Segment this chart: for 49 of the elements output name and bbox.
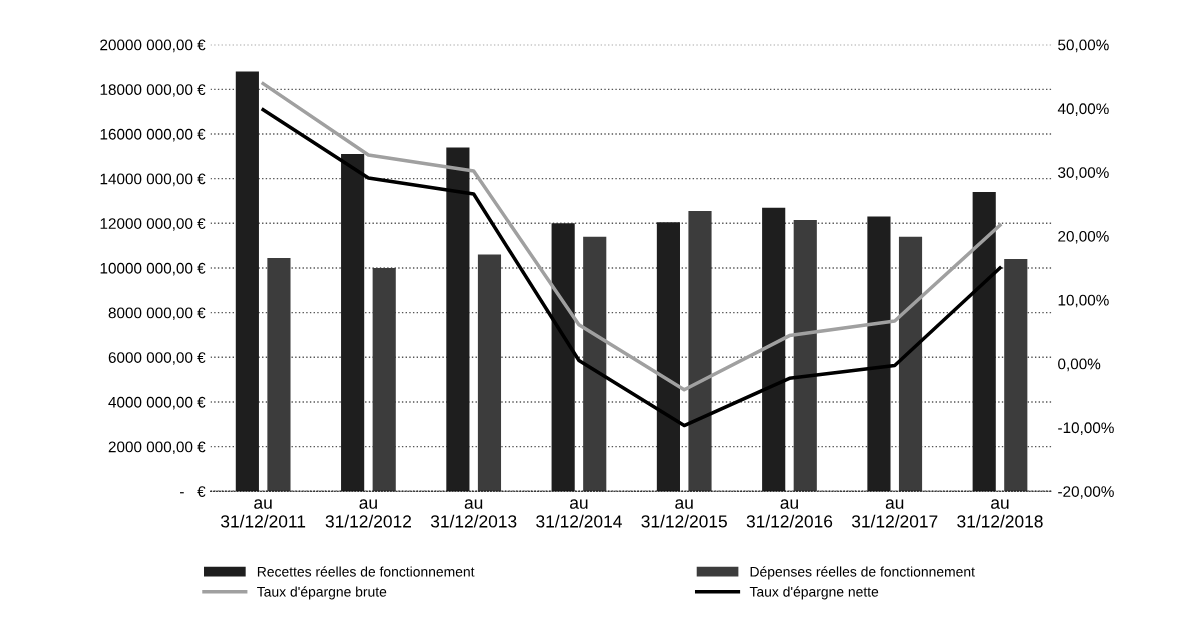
y-tick-label: 2000 000,00 € [108,441,206,455]
y-tick-label: 12000 000,00 € [100,218,206,231]
bar [372,267,396,492]
y-tick-label: 16000 000,00 € [100,128,206,142]
bar [583,236,607,492]
bar [551,223,575,492]
bar [235,71,259,492]
bar [446,147,470,492]
y2-tick-label: -10,00% [1058,422,1114,435]
y-tick-label: 8000 000,00 € [108,307,206,321]
y-tick-label: 14000 000,00 € [100,173,206,187]
legend-label: Taux d'épargne nette [749,586,879,600]
bar [688,211,712,492]
bar [898,236,923,492]
legend-label: Dépenses réelles de fonctionnement [750,566,975,580]
y2-tick-label: 50,00% [1058,39,1109,53]
x-tick-label: au 31/12/2012 [325,499,411,528]
y-tick-label: - € [180,486,206,497]
y-tick-label: 4000 000,00 € [108,396,206,410]
x-tick-label: au 31/12/2016 [746,499,833,528]
x-tick-label: au 31/12/2017 [851,499,938,528]
legend-label: Recettes réelles de fonctionnement [257,566,475,577]
bar [656,222,680,492]
legend-label: Taux d'épargne brute [257,586,387,600]
y2-tick-label: 10,00% [1058,294,1109,308]
y-tick-label: 6000 000,00 € [108,352,206,365]
y2-tick-label: 0,00% [1058,358,1101,372]
y2-tick-label: -20,00% [1058,486,1114,499]
x-tick-label: au 31/12/2013 [430,499,517,528]
line-series [261,108,1002,428]
bar [341,154,365,492]
y2-tick-label: 20,00% [1058,230,1109,244]
y-tick-label: 10000 000,00 € [100,262,206,276]
y-tick-label: 18000 000,00 € [100,84,206,97]
x-tick-label: au 31/12/2018 [957,499,1043,528]
y2-tick-label: 40,00% [1057,103,1109,116]
bar [1004,259,1028,492]
bar [867,216,891,492]
bar [762,207,786,492]
line-series [261,81,1002,392]
bar [267,257,291,492]
x-tick-label: au 31/12/2014 [536,499,622,528]
y2-tick-label: 30,00% [1058,167,1109,180]
x-tick-label: au 31/12/2015 [641,499,727,528]
bar [477,254,502,492]
y-tick-label: 20000 000,00 € [100,39,206,53]
bar [972,192,996,492]
x-tick-label: au 31/12/2011 [221,499,306,528]
bar [793,219,817,492]
